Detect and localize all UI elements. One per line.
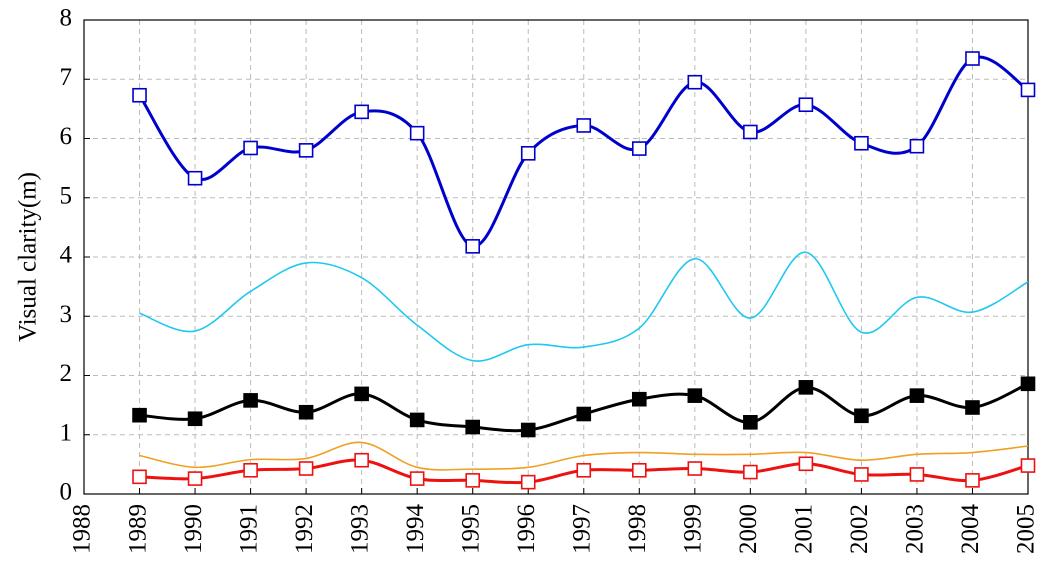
series-line	[139, 251, 1029, 362]
marker	[409, 125, 425, 141]
marker	[354, 386, 369, 402]
x-tick-label: 2001	[791, 504, 818, 554]
marker	[743, 415, 758, 430]
marker	[520, 146, 536, 161]
y-tick-label: 6	[60, 123, 73, 150]
marker	[298, 461, 314, 476]
marker	[743, 124, 758, 140]
marker	[132, 87, 147, 103]
x-tick-label: 2002	[846, 504, 873, 554]
y-tick-label: 0	[60, 479, 73, 506]
y-tick-label: 4	[60, 242, 73, 269]
marker	[520, 422, 536, 438]
marker	[1020, 458, 1036, 473]
marker	[243, 393, 258, 408]
marker	[631, 391, 647, 407]
y-tick-label: 3	[60, 301, 73, 328]
marker	[465, 419, 481, 435]
marker	[854, 135, 869, 151]
marker	[965, 473, 980, 488]
marker	[798, 380, 814, 395]
x-tick-label: 1994	[402, 504, 429, 555]
marker	[1020, 376, 1036, 392]
marker	[631, 462, 647, 478]
x-tick-label: 1995	[457, 504, 484, 554]
y-axis-label: Visual clarity(m)	[15, 172, 42, 342]
x-tick-label: 1988	[69, 504, 96, 554]
marker	[465, 473, 481, 488]
marker	[298, 143, 314, 158]
marker	[909, 138, 925, 154]
marker	[909, 388, 925, 403]
marker	[520, 474, 536, 490]
x-tick-label: 1997	[568, 504, 595, 554]
marker	[854, 467, 869, 482]
marker	[965, 400, 980, 415]
marker	[132, 407, 147, 423]
marker	[854, 408, 869, 424]
marker	[187, 170, 203, 186]
marker	[909, 467, 925, 482]
x-tick-label: 1990	[180, 504, 207, 554]
marker	[354, 104, 369, 120]
marker	[354, 452, 369, 468]
marker	[409, 412, 425, 428]
marker	[687, 388, 703, 403]
marker	[798, 456, 814, 472]
marker	[798, 97, 814, 113]
y-tick-label: 7	[60, 64, 73, 91]
x-tick-label: 1989	[124, 504, 151, 554]
x-tick-label: 1998	[624, 504, 651, 554]
plot-frame	[83, 19, 1029, 495]
marker	[409, 471, 425, 486]
x-tick-label: 2003	[902, 504, 929, 554]
y-tick-label: 5	[60, 182, 73, 209]
x-tick-label: 1999	[680, 504, 707, 554]
series-line	[139, 441, 1029, 471]
x-tick-label: 1996	[513, 504, 540, 554]
marker	[1020, 82, 1036, 98]
x-tick-label: 1992	[291, 504, 318, 554]
marker	[576, 406, 592, 422]
x-tick-label: 2004	[957, 504, 984, 555]
y-tick-label: 2	[60, 360, 73, 387]
marker	[631, 141, 647, 156]
y-tick-label: 1	[60, 419, 73, 446]
marker	[576, 118, 592, 133]
x-tick-label: 2000	[735, 504, 762, 554]
y-tick-label: 8	[60, 5, 73, 32]
x-tick-label: 1991	[235, 504, 262, 554]
marker	[743, 464, 758, 480]
marker	[187, 411, 203, 427]
marker	[243, 462, 258, 478]
marker	[576, 462, 592, 478]
x-tick-label: 2005	[1013, 504, 1040, 554]
marker	[465, 239, 481, 254]
marker	[965, 51, 980, 66]
x-tick-label: 1993	[346, 504, 373, 554]
marker	[187, 471, 203, 486]
marker	[132, 469, 147, 485]
marker	[687, 74, 703, 90]
marker	[687, 461, 703, 476]
marker	[243, 140, 258, 156]
marker	[298, 404, 314, 420]
